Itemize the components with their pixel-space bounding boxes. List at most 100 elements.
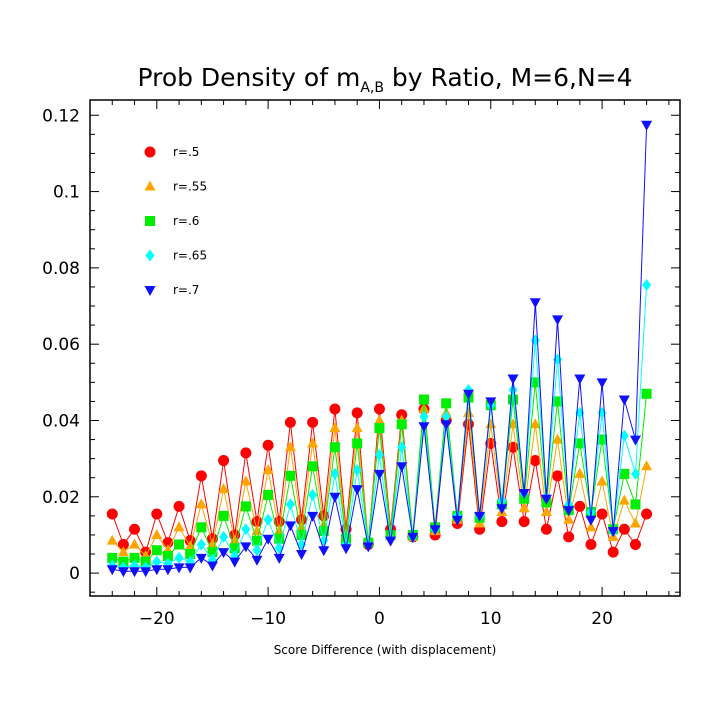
series-3-point bbox=[274, 533, 285, 544]
series-5-point bbox=[585, 515, 597, 526]
series-1-point bbox=[641, 508, 653, 520]
series-1-point bbox=[629, 538, 641, 550]
series-4-point bbox=[630, 467, 640, 480]
series-5-point bbox=[284, 521, 296, 532]
series-2-point bbox=[629, 517, 641, 528]
series-2-point bbox=[106, 534, 118, 545]
series-4-point bbox=[586, 506, 596, 519]
series-4-point bbox=[397, 441, 407, 454]
legend-label: r=.7 bbox=[173, 283, 199, 297]
series-5-point bbox=[396, 462, 408, 473]
series-4-point bbox=[419, 410, 429, 423]
x-tick-label: 10 bbox=[480, 609, 502, 629]
series-5-point bbox=[307, 511, 319, 522]
series-3-point bbox=[240, 501, 251, 512]
series-1-point bbox=[195, 470, 207, 482]
series-5-point bbox=[507, 374, 519, 385]
series-4-point bbox=[619, 429, 629, 442]
series-2-point bbox=[262, 464, 274, 475]
series-5-point bbox=[240, 542, 252, 553]
series-2-point bbox=[574, 467, 586, 478]
series-5-point bbox=[106, 565, 118, 576]
series-5-point bbox=[563, 506, 575, 517]
series-3-point bbox=[552, 396, 563, 407]
series-5-group bbox=[106, 120, 653, 578]
series-5-point bbox=[195, 553, 207, 564]
y-tick-label: 0.06 bbox=[42, 335, 80, 355]
series-5-point bbox=[474, 511, 486, 522]
series-4-point bbox=[530, 334, 540, 347]
legend-marker bbox=[144, 146, 156, 158]
series-5-point bbox=[273, 553, 285, 564]
series-3-point bbox=[441, 398, 452, 409]
series-3-point bbox=[619, 468, 630, 479]
series-3-point bbox=[352, 438, 363, 449]
series-1-point bbox=[585, 538, 597, 550]
legend-label: r=.65 bbox=[173, 249, 207, 263]
series-5-point bbox=[607, 527, 619, 538]
series-3-point bbox=[296, 529, 307, 540]
series-1-point bbox=[351, 407, 363, 419]
series-1-point bbox=[373, 403, 385, 415]
series-4-point bbox=[352, 464, 362, 477]
series-3-point bbox=[374, 423, 385, 434]
series-1-point bbox=[596, 508, 608, 520]
series-3-point bbox=[641, 388, 652, 399]
series-5-point bbox=[496, 504, 508, 515]
series-1-point bbox=[518, 516, 530, 528]
series-3-point bbox=[151, 545, 162, 556]
series-1-point bbox=[262, 439, 274, 451]
series-1-point bbox=[540, 523, 552, 535]
series-5-point bbox=[596, 378, 608, 389]
series-2-point bbox=[529, 418, 541, 429]
x-tick-label: −10 bbox=[250, 609, 286, 629]
legend-marker bbox=[145, 249, 155, 262]
series-3-point bbox=[174, 539, 185, 550]
series-3-point bbox=[107, 552, 118, 563]
series-3-point bbox=[630, 499, 641, 510]
series-4-point bbox=[374, 448, 384, 461]
chart-title-suffix: by Ratio, M=6,N=4 bbox=[384, 63, 633, 92]
series-2-point bbox=[540, 506, 552, 517]
y-tick-label: 0.04 bbox=[42, 411, 80, 431]
series-1-point bbox=[307, 416, 319, 428]
series-3-point bbox=[329, 442, 340, 453]
series-4-point bbox=[308, 488, 318, 501]
y-tick-label: 0.08 bbox=[42, 259, 80, 279]
legend-marker bbox=[145, 216, 155, 226]
series-1-point bbox=[117, 538, 129, 550]
y-tick-label: 0.02 bbox=[42, 488, 80, 508]
plot-frame bbox=[89, 99, 681, 597]
series-1-point bbox=[529, 455, 541, 467]
series-4-point bbox=[241, 523, 251, 536]
legend: r=.5 r=.55 r=.6 r=.65 r=.7 bbox=[144, 145, 207, 297]
chart-title-subscript: A,B bbox=[360, 80, 384, 96]
series-2-point bbox=[129, 538, 141, 549]
series-2-point bbox=[552, 433, 564, 444]
series-3-point bbox=[318, 526, 329, 537]
series-5-point bbox=[296, 550, 308, 561]
series-4-point bbox=[219, 530, 229, 543]
series-1-point bbox=[284, 416, 296, 428]
series-4-point bbox=[263, 513, 273, 526]
series-1-point bbox=[106, 508, 118, 520]
series-5-point bbox=[407, 532, 419, 543]
series-5-point bbox=[529, 298, 541, 309]
series-3-point bbox=[129, 552, 140, 563]
series-1-point bbox=[574, 500, 586, 512]
series-2-point bbox=[195, 498, 207, 509]
series-5-point bbox=[618, 395, 630, 406]
series-2-point bbox=[284, 441, 296, 452]
series-3-point bbox=[162, 550, 173, 561]
series-4-point bbox=[196, 538, 206, 551]
x-axis-label: Score Difference (with displacement) bbox=[274, 643, 497, 657]
series-5-point bbox=[162, 565, 174, 576]
series-4-point bbox=[497, 494, 507, 507]
series-5-point bbox=[440, 420, 452, 431]
series-4-point bbox=[330, 467, 340, 480]
legend-label: r=.6 bbox=[173, 214, 199, 228]
series-2-point bbox=[307, 437, 319, 448]
legend-marker bbox=[144, 286, 156, 296]
series-5-point bbox=[329, 492, 341, 503]
